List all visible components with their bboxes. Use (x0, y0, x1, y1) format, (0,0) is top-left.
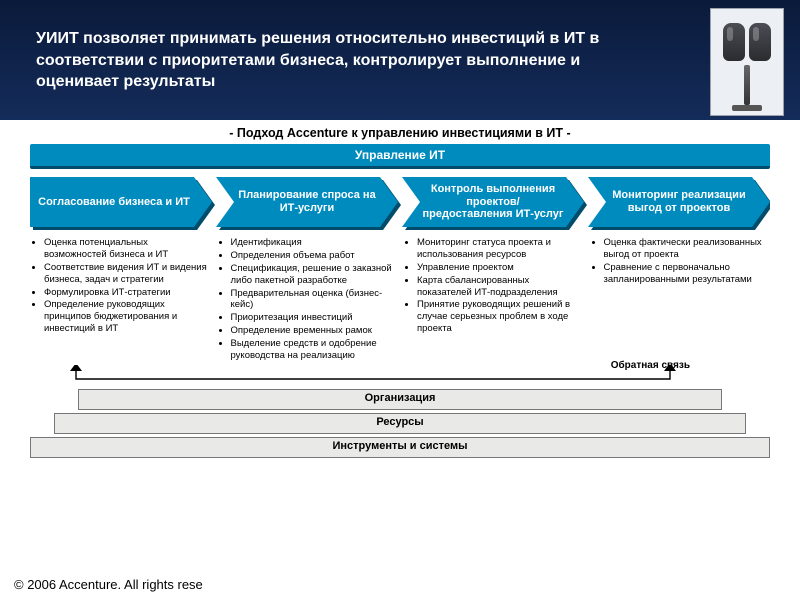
foundation-bar-label: Ресурсы (54, 413, 746, 434)
foundation-bar-label: Организация (78, 389, 722, 410)
bullet-item: Выделение средств и одобрение руководств… (231, 338, 398, 362)
copyright-text: © 2006 Accenture. All rights rese (14, 577, 203, 592)
foundation-bar: Ресурсы (30, 413, 770, 434)
arrow-row: Согласование бизнеса и ИТПланирование сп… (30, 175, 770, 233)
bullet-list: Мониторинг статуса проекта и использован… (403, 237, 584, 335)
foundation-bar-label: Инструменты и системы (30, 437, 770, 458)
bullet-item: Управление проектом (417, 262, 584, 274)
foundation-bar: Инструменты и системы (30, 437, 770, 458)
bullet-item: Оценка потенциальных возможностей бизнес… (44, 237, 211, 261)
bullet-item: Формулировка ИТ-стратегии (44, 287, 211, 299)
bullet-item: Сравнение с первоначально запланированны… (604, 262, 771, 286)
stage-arrow-label: Контроль выполнения проектов/предоставле… (402, 177, 584, 227)
content-area: - Подход Accenture к управлению инвестиц… (0, 120, 800, 458)
feedback-row: Обратная связь (30, 365, 770, 387)
stage-arrow-label: Мониторинг реализации выгод от проектов (588, 177, 770, 227)
bullet-item: Спецификация, решение о заказной либо па… (231, 263, 398, 287)
header: УИИТ позволяет принимать решения относит… (0, 0, 800, 128)
mgmt-bar: Управление ИТ (30, 144, 770, 169)
bullet-item: Соответствие видения ИТ и видения бизнес… (44, 262, 211, 286)
feedback-label: Обратная связь (611, 361, 690, 372)
stage-arrow-label: Согласование бизнеса и ИТ (30, 177, 212, 227)
bullet-item: Приоритезация инвестиций (231, 312, 398, 324)
bullet-item: Принятие руководящих решений в случае се… (417, 299, 584, 335)
lower-bars: Организация Ресурсы Инструменты и системы (30, 389, 770, 458)
bullet-column: Оценка потенциальных возможностей бизнес… (30, 237, 211, 363)
binoculars-icon (710, 8, 784, 116)
subtitle: - Подход Accenture к управлению инвестиц… (30, 120, 770, 144)
page-title: УИИТ позволяет принимать решения относит… (36, 28, 616, 93)
bullet-list: Оценка потенциальных возможностей бизнес… (30, 237, 211, 335)
bullet-column: ИдентификацияОпределения объема работСпе… (217, 237, 398, 363)
bullet-item: Оценка фактически реализованных выгод от… (604, 237, 771, 261)
stage-arrow-label: Планирование спроса на ИТ-услуги (216, 177, 398, 227)
bullet-item: Определение временных рамок (231, 325, 398, 337)
bullet-columns: Оценка потенциальных возможностей бизнес… (30, 237, 770, 363)
bullet-item: Предварительная оценка (бизнес-кейс) (231, 288, 398, 312)
bullet-item: Мониторинг статуса проекта и использован… (417, 237, 584, 261)
bullet-item: Определение руководящих принципов бюджет… (44, 299, 211, 335)
foundation-bar: Организация (30, 389, 770, 410)
bullet-item: Карта сбалансированных показателей ИТ-по… (417, 275, 584, 299)
bullet-column: Оценка фактически реализованных выгод от… (590, 237, 771, 363)
bullet-column: Мониторинг статуса проекта и использован… (403, 237, 584, 363)
bullet-list: Оценка фактически реализованных выгод от… (590, 237, 771, 286)
bullet-list: ИдентификацияОпределения объема работСпе… (217, 237, 398, 362)
bullet-item: Идентификация (231, 237, 398, 249)
bullet-item: Определения объема работ (231, 250, 398, 262)
